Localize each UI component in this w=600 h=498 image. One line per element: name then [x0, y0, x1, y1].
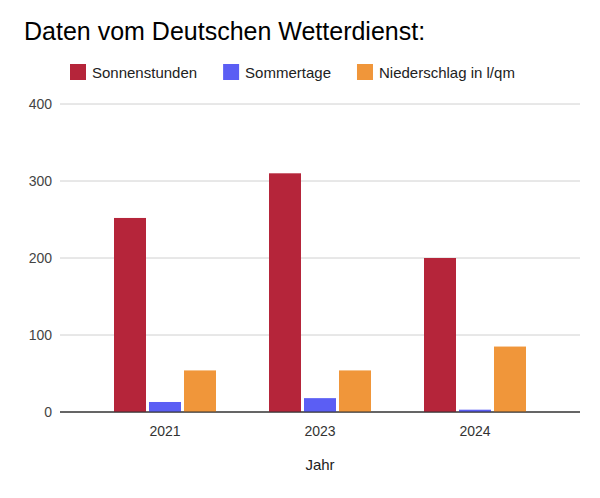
x-tick-label: 2023 [304, 423, 335, 439]
bar [114, 218, 146, 412]
chart: Daten vom Deutschen Wetterdienst: Sonnens… [0, 0, 600, 498]
y-tick-label: 300 [29, 173, 53, 189]
x-axis-label: Jahr [305, 456, 334, 473]
bar [269, 173, 301, 412]
legend-swatch [357, 64, 373, 80]
legend-label: Niederschlag in l/qm [379, 64, 515, 81]
grid-line [60, 104, 580, 105]
bar [424, 258, 456, 412]
bar [304, 398, 336, 412]
legend-swatch [223, 64, 239, 80]
grid-line [60, 412, 580, 413]
bar [184, 370, 216, 412]
grid-line [60, 181, 580, 182]
y-tick-label: 200 [29, 250, 53, 266]
bars [114, 173, 526, 412]
x-tick-label: 2021 [149, 423, 180, 439]
bar [494, 347, 526, 412]
bar [339, 370, 371, 412]
baseline [60, 412, 580, 413]
bar [149, 402, 181, 412]
legend-label: Sonnenstunden [92, 64, 197, 81]
y-tick-label: 0 [44, 404, 52, 420]
title: Daten vom Deutschen Wetterdienst: [24, 17, 425, 45]
legend-label: Sommertage [245, 64, 331, 81]
x-tick-label: 2024 [459, 423, 490, 439]
y-tick-label: 400 [29, 96, 53, 112]
legend-swatch [70, 64, 86, 80]
y-tick-label: 100 [29, 327, 53, 343]
legend: Sonnenstunden Sommertage Niederschlag in l… [70, 64, 515, 81]
